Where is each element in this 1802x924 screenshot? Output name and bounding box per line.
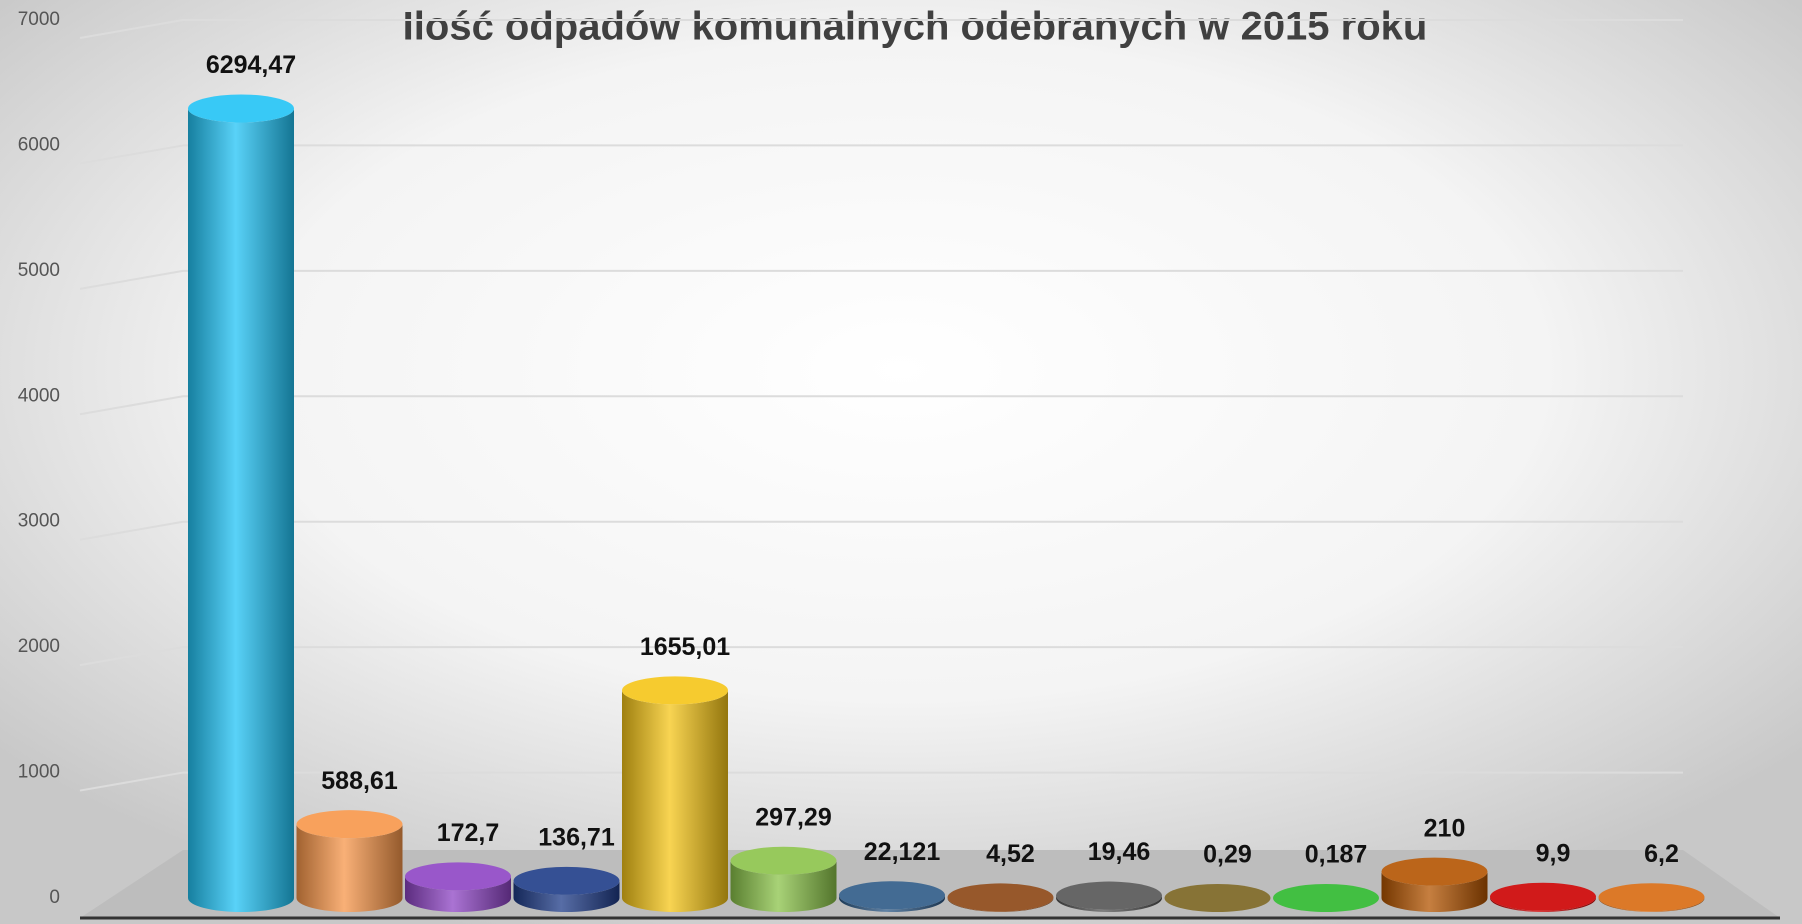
value-label: 172,7 xyxy=(437,819,500,847)
bar-top xyxy=(1164,883,1271,912)
value-label: 1655,01 xyxy=(640,633,730,661)
grid-line-side xyxy=(79,144,184,165)
bar-top xyxy=(1056,881,1162,910)
bar xyxy=(730,860,837,913)
value-label: 136,71 xyxy=(538,823,615,851)
y-tick-label: 7000 xyxy=(18,9,60,30)
bar-top xyxy=(622,676,728,705)
bar-top xyxy=(188,94,294,123)
value-label: 6294,47 xyxy=(206,51,296,79)
value-label: 297,29 xyxy=(755,803,831,831)
bar-top xyxy=(1273,883,1379,912)
bar-top xyxy=(1381,857,1488,886)
grid-line-side xyxy=(79,19,184,39)
chart-title: Ilość odpadów komunalnych odebranych w 2… xyxy=(403,5,1428,49)
value-label: 4,52 xyxy=(986,840,1035,868)
bar xyxy=(296,824,403,913)
bar xyxy=(1056,895,1162,912)
bar xyxy=(622,690,728,912)
bar-top xyxy=(1598,883,1705,912)
grid-line-side xyxy=(79,646,184,667)
y-tick-label: 1000 xyxy=(18,762,60,783)
grid-line-side xyxy=(79,771,184,792)
bar-top xyxy=(1490,882,1596,911)
bar-top xyxy=(405,862,511,891)
bar xyxy=(513,880,620,913)
y-tick-label: 3000 xyxy=(18,511,60,532)
y-tick-label: 5000 xyxy=(18,260,60,281)
value-label: 6,2 xyxy=(1644,840,1679,868)
grid-line-side xyxy=(79,269,184,290)
bar xyxy=(405,876,511,912)
value-label: 19,46 xyxy=(1088,838,1151,866)
value-label: 0,29 xyxy=(1203,841,1252,869)
bar-top xyxy=(730,846,837,875)
value-label: 588,61 xyxy=(321,767,398,795)
grid-line-side xyxy=(79,395,184,416)
bar xyxy=(839,895,945,912)
bar-top xyxy=(296,810,403,839)
bar-top xyxy=(947,883,1054,912)
value-label: 0,187 xyxy=(1305,841,1368,869)
y-tick-label: 6000 xyxy=(18,134,60,155)
grid-line-side xyxy=(79,520,184,541)
y-tick-label: 4000 xyxy=(18,385,60,406)
bar xyxy=(188,108,294,912)
bar xyxy=(1381,871,1488,913)
value-label: 22,121 xyxy=(864,838,941,866)
y-tick-label: 2000 xyxy=(18,636,60,657)
value-label: 210 xyxy=(1424,814,1466,842)
bar-top xyxy=(839,881,945,910)
bar-top xyxy=(513,866,620,895)
value-label: 9,9 xyxy=(1536,839,1571,867)
y-tick-label: 0 xyxy=(49,887,60,908)
